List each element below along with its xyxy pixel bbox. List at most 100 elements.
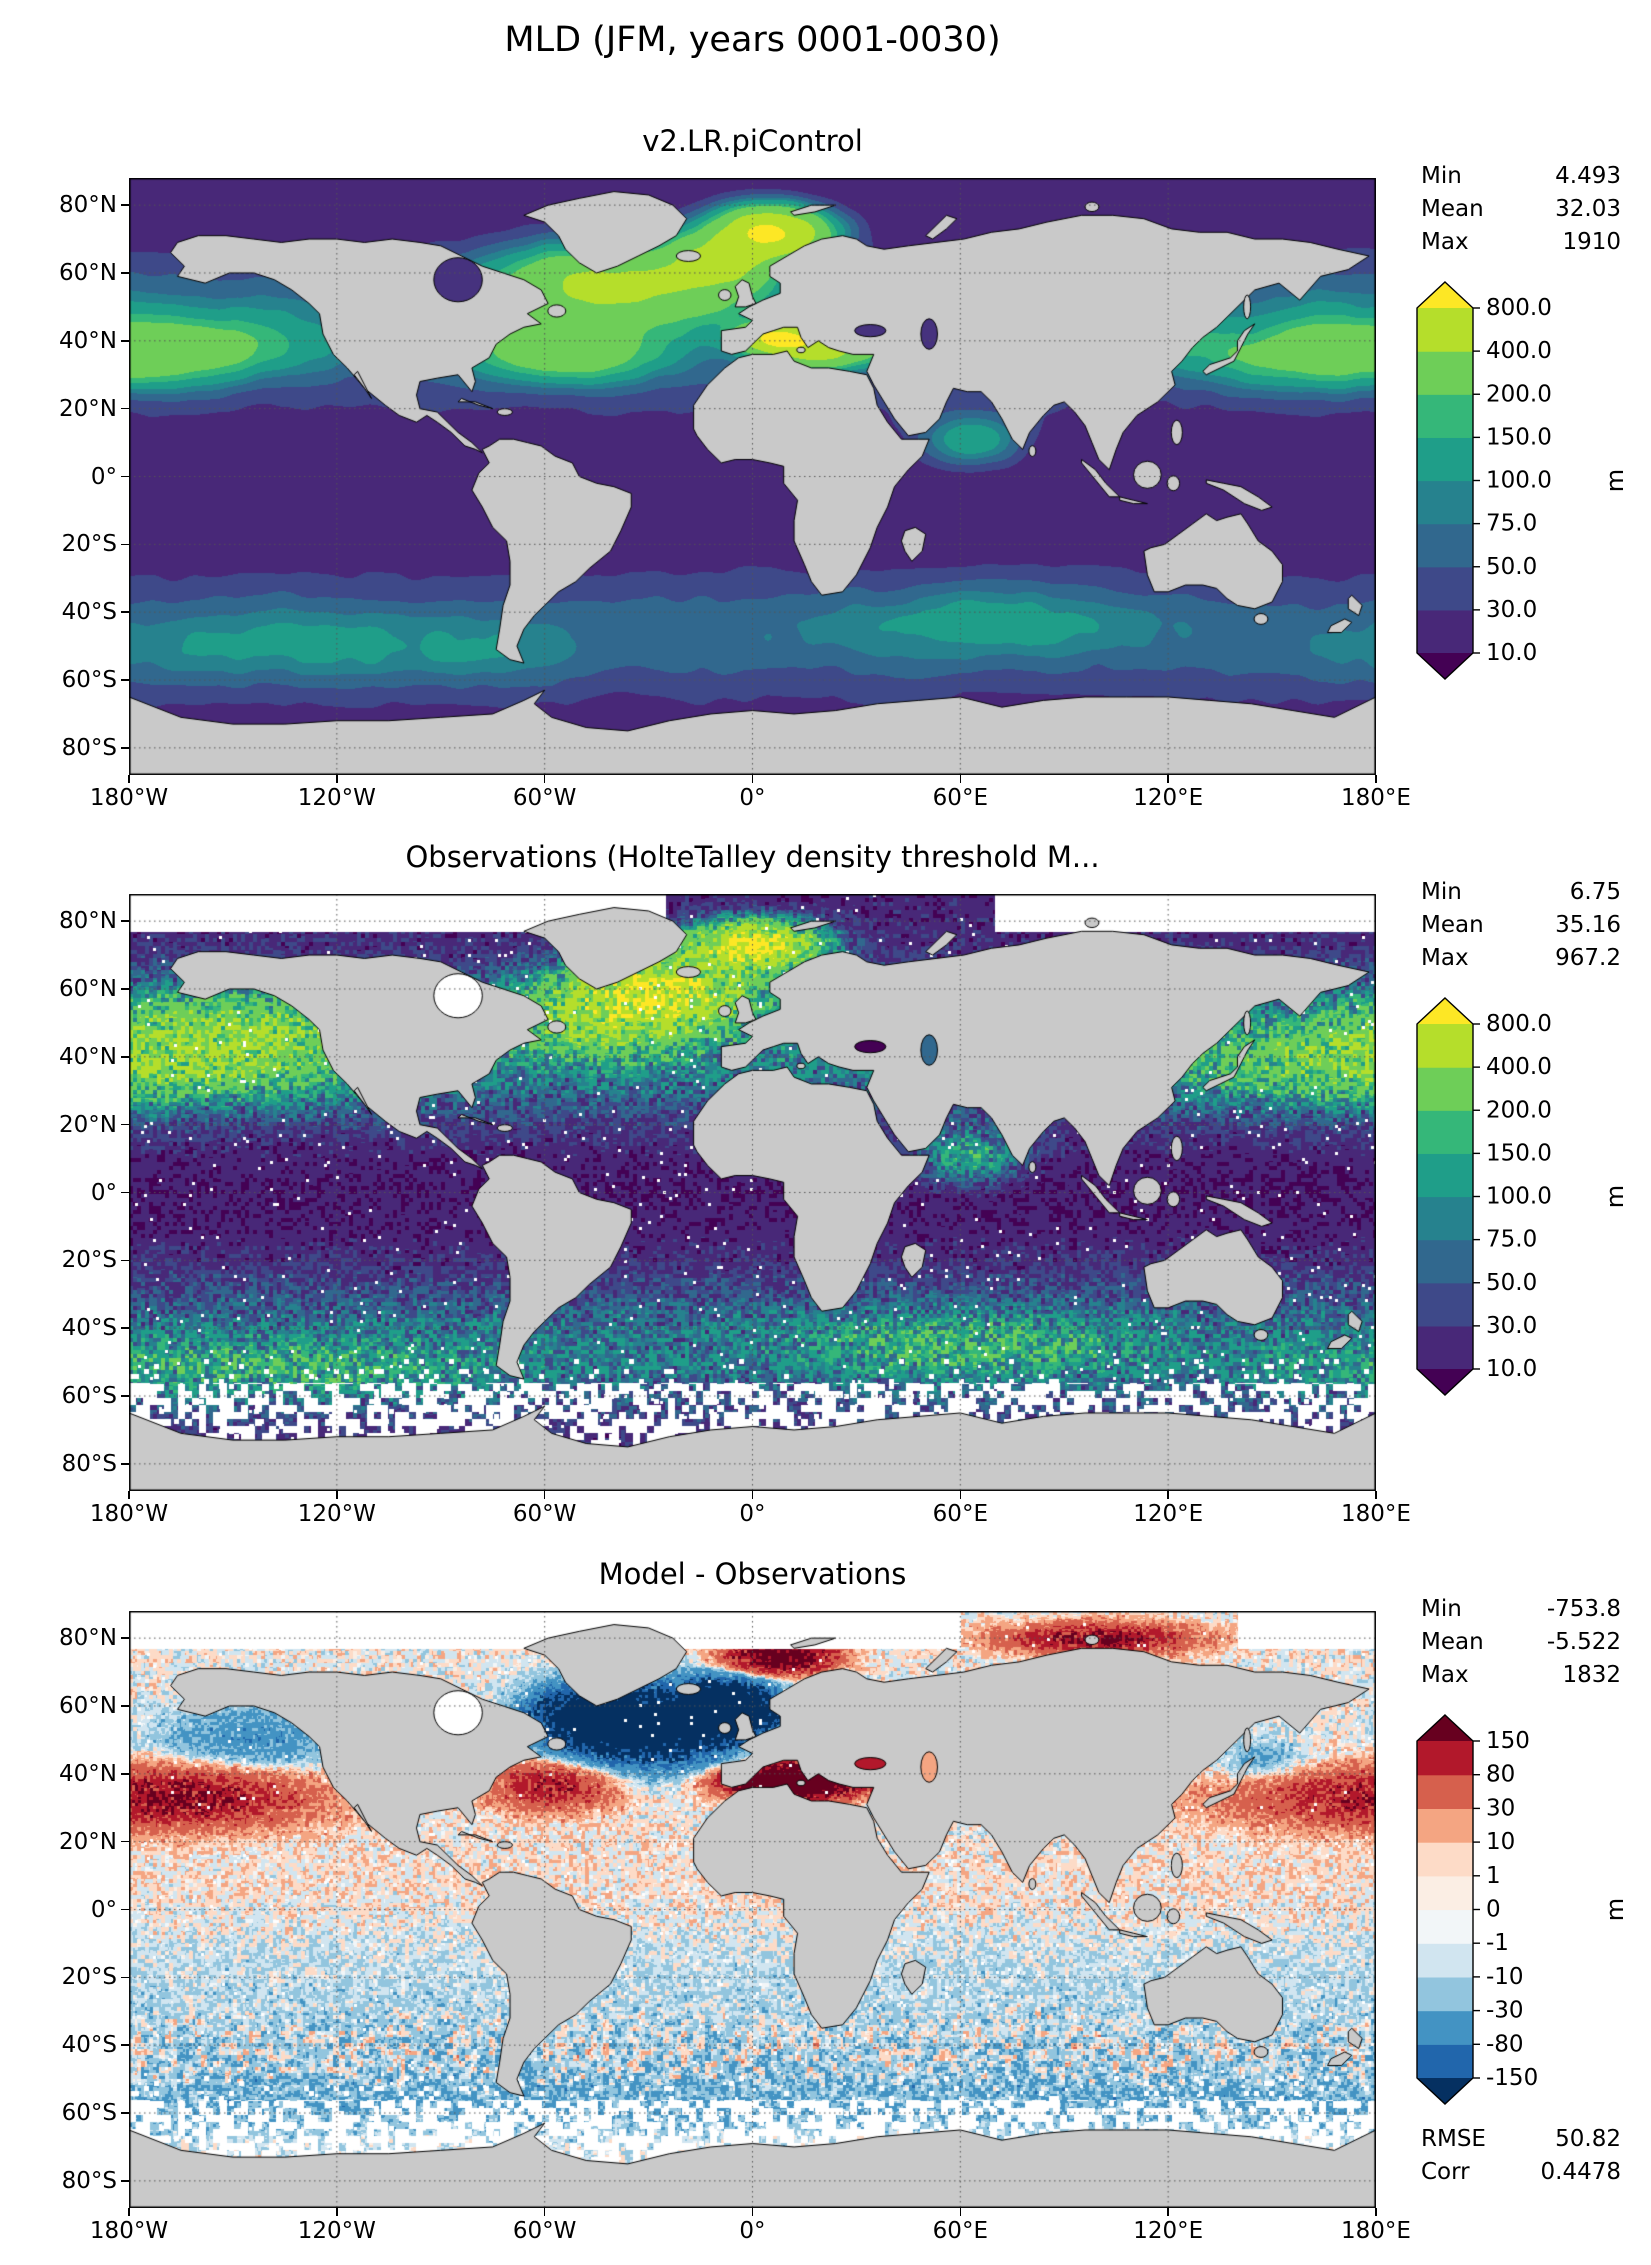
stat-label: Max (1421, 1662, 1469, 1688)
stat-label: Min (1421, 879, 1462, 905)
stat-value: 6.75 (1569, 879, 1621, 905)
y-tick-mark (121, 1705, 129, 1707)
y-tick-mark (121, 1773, 129, 1775)
stats-block-difference: Min -753.8 Mean -5.522 Max 1832 (1421, 1593, 1621, 1692)
x-tick-mark (336, 2208, 338, 2216)
y-tick-label: 20°N (59, 1111, 117, 1138)
stat-value: -5.522 (1546, 1629, 1621, 1655)
stat-value: 35.16 (1555, 912, 1621, 938)
colorbar-tick-label: 150.0 (1486, 424, 1552, 450)
colorbar-unit-label: m (1601, 1898, 1629, 1921)
stat-row: Corr 0.4478 (1421, 2156, 1621, 2189)
x-tick-mark (543, 775, 546, 783)
x-tick-label: 120°W (297, 1501, 376, 1527)
colorbar-tick-label: 10.0 (1486, 1356, 1537, 1382)
y-tick-mark (121, 475, 129, 478)
x-tick-label: 120°E (1133, 1501, 1204, 1527)
map-canvas-observations (129, 894, 1376, 1491)
colorbar-tick-label: 100.0 (1486, 1184, 1552, 1210)
colorbar-model: 10.0 30.0 50.0 75.0 100.0 150.0 200.0 400.0 800.… (1416, 281, 1629, 680)
x-tick-label: 180°W (89, 785, 169, 811)
stat-label: Mean (1421, 196, 1484, 222)
colorbar-tick-label: 400.0 (1486, 1054, 1552, 1080)
y-tick-label: 80°N (59, 192, 117, 219)
colorbar-tick-label: -10 (1486, 1964, 1524, 1990)
panel-difference-title: Model - Observations (598, 1557, 907, 1591)
figure-title: MLD (JFM, years 0001-0030) (504, 20, 1001, 60)
x-tick-mark (959, 2208, 962, 2216)
y-tick-label: 20°N (59, 395, 117, 422)
stat-value: 967.2 (1555, 945, 1621, 971)
x-tick-label: 0° (739, 1501, 766, 1527)
x-tick-label: 180°E (1341, 785, 1411, 811)
y-tick-label: 40°S (61, 599, 117, 626)
x-tick-mark (959, 775, 962, 783)
x-tick-label: 60°W (512, 2218, 577, 2244)
colorbar-tick-label: -150 (1486, 2065, 1538, 2091)
x-tick-mark (751, 1491, 754, 1499)
y-tick-label: 60°N (59, 259, 117, 286)
stat-row: Mean -5.522 (1421, 1626, 1621, 1659)
stat-value: 1910 (1562, 229, 1621, 255)
y-tick-label: 40°N (59, 1760, 117, 1787)
y-tick-mark (121, 1259, 129, 1262)
map-canvas-model (129, 178, 1376, 775)
stat-label: Max (1421, 945, 1469, 971)
colorbar-tick-label: -80 (1486, 2031, 1524, 2057)
y-tick-mark (121, 543, 129, 546)
x-tick-mark (1375, 775, 1377, 783)
x-tick-label: 120°E (1133, 2218, 1204, 2244)
x-tick-mark (1167, 2208, 1169, 2216)
x-tick-mark (1167, 1491, 1169, 1499)
y-tick-mark (121, 272, 129, 274)
stats-block-observations: Min 6.75 Mean 35.16 Max 967.2 (1421, 876, 1621, 975)
y-tick-label: 40°S (61, 2032, 117, 2059)
colorbar-tick-label: 30.0 (1486, 1313, 1537, 1339)
y-tick-label: 20°S (61, 1964, 117, 1991)
y-tick-label: 20°S (61, 1247, 117, 1274)
y-tick-label: 20°S (61, 531, 117, 558)
x-tick-label: 120°E (1133, 785, 1204, 811)
x-tick-mark (1375, 2208, 1377, 2216)
y-tick-mark (121, 679, 129, 681)
x-tick-mark (959, 1491, 962, 1499)
colorbar-tick-label: 50.0 (1486, 554, 1537, 580)
colorbar-tick-label: 800.0 (1486, 1011, 1552, 1037)
y-tick-label: 0° (90, 1896, 117, 1923)
stat-row: RMSE 50.82 (1421, 2123, 1621, 2156)
x-tick-label: 60°E (932, 1501, 988, 1527)
stat-label: Mean (1421, 912, 1484, 938)
y-tick-mark (121, 2112, 129, 2114)
x-tick-label: 180°W (89, 1501, 169, 1527)
y-tick-mark (121, 407, 129, 410)
x-tick-mark (751, 2208, 754, 2216)
stat-row: Max 1832 (1421, 1659, 1621, 1692)
colorbar-tick-label: 100.0 (1486, 468, 1552, 494)
colorbar-tick-label: 30.0 (1486, 597, 1537, 623)
map-canvas-difference (129, 1611, 1376, 2208)
stat-row: Min -753.8 (1421, 1593, 1621, 1626)
stat-row: Min 6.75 (1421, 876, 1621, 909)
colorbar-tick-label: 75.0 (1486, 1227, 1537, 1253)
stat-value: 32.03 (1555, 196, 1621, 222)
y-tick-mark (121, 1123, 129, 1126)
stats-block-model: Min 4.493 Mean 32.03 Max 1910 (1421, 160, 1621, 259)
y-tick-mark (121, 1191, 129, 1194)
y-tick-label: 80°S (61, 2167, 117, 2194)
colorbar-unit-label: m (1601, 1185, 1629, 1208)
y-tick-mark (121, 204, 129, 206)
stat-value: -753.8 (1546, 1596, 1621, 1622)
x-tick-mark (543, 1491, 546, 1499)
x-tick-label: 180°E (1341, 1501, 1411, 1527)
x-tick-mark (128, 2208, 130, 2216)
colorbar-tick-label: -1 (1486, 1930, 1509, 1956)
y-tick-mark (121, 1463, 129, 1465)
stat-label: Mean (1421, 1629, 1484, 1655)
colorbar-tick-label: -30 (1486, 1998, 1524, 2024)
x-tick-label: 0° (739, 2218, 766, 2244)
y-tick-label: 60°S (61, 2100, 117, 2127)
colorbar-tick-label: 0 (1486, 1897, 1501, 1923)
colorbar-tick-label: 50.0 (1486, 1270, 1537, 1296)
x-tick-mark (336, 1491, 338, 1499)
